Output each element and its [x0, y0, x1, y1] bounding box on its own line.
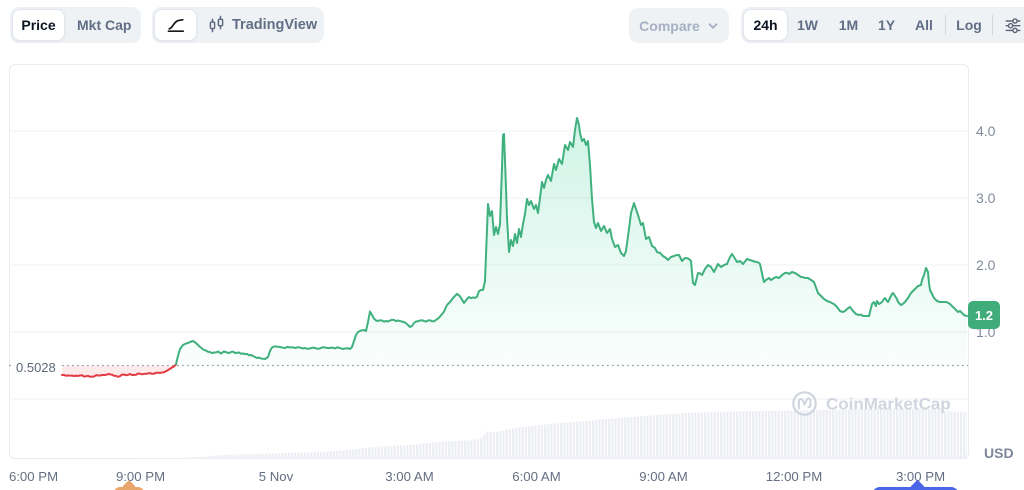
- svg-text:CoinMarketCap: CoinMarketCap: [826, 395, 951, 414]
